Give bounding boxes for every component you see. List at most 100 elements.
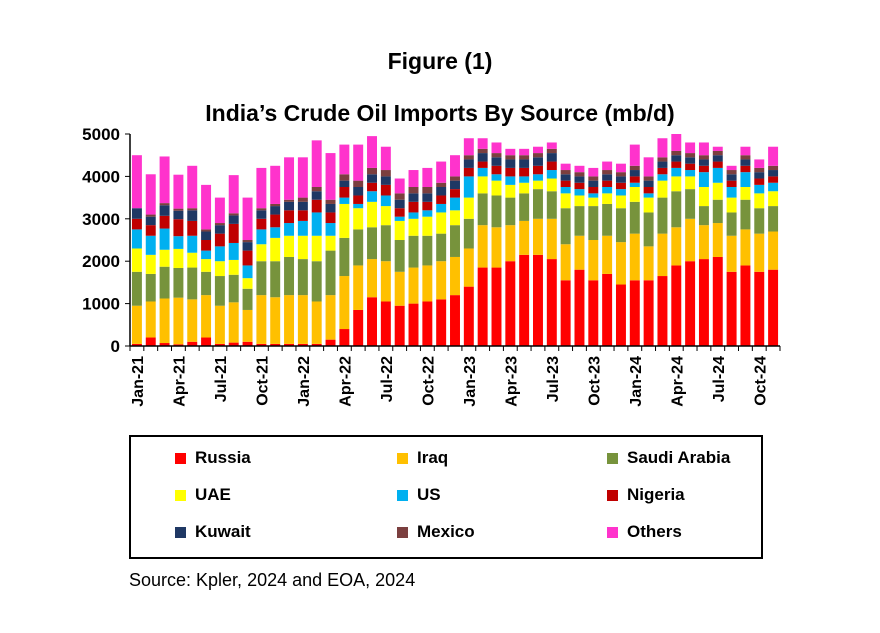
bar-segment — [533, 153, 543, 158]
bar-segment — [422, 201, 433, 211]
bar-segment — [159, 228, 170, 250]
bar-segment — [685, 261, 696, 346]
bar-segment — [519, 193, 530, 221]
bar-segment — [533, 254, 543, 346]
bar-segment — [394, 178, 405, 194]
bar-segment — [768, 269, 779, 346]
bar-segment — [270, 206, 281, 215]
bar-segment — [408, 267, 419, 304]
bar-segment — [574, 235, 585, 270]
bar-segment — [159, 266, 170, 299]
bar-segment — [284, 157, 295, 200]
bar-segment — [339, 237, 350, 277]
legend-swatch — [175, 489, 186, 501]
bar-segment — [450, 225, 460, 257]
bar-segment — [131, 271, 142, 306]
bar-segment — [629, 233, 640, 281]
bar-segment — [477, 148, 488, 154]
bar-segment — [242, 288, 253, 310]
bar-segment — [671, 167, 682, 177]
legend-label: Mexico — [417, 522, 475, 541]
bar-segment — [574, 172, 585, 177]
bar-segment — [131, 155, 142, 209]
bar-segment — [768, 182, 779, 192]
x-tick-label: Jan-24 — [628, 356, 645, 407]
bar-segment — [394, 193, 405, 200]
bar-segment — [228, 215, 239, 224]
x-tick-label: Oct-23 — [586, 356, 603, 406]
bar-segment — [643, 157, 654, 177]
bar-segment — [325, 199, 336, 204]
bar-segment — [408, 218, 419, 236]
bar-segment — [353, 208, 364, 230]
bar-segment — [311, 140, 322, 187]
x-tick-label: Apr-23 — [503, 356, 520, 407]
bar-segment — [339, 329, 350, 346]
bar-segment — [173, 267, 184, 298]
bar-segment — [408, 201, 419, 213]
bar-segment — [145, 225, 156, 236]
legend-swatch — [397, 526, 408, 538]
bar-segment — [311, 212, 322, 236]
bar-segment — [685, 189, 696, 219]
bar-segment — [284, 256, 295, 296]
bar-segment — [588, 240, 599, 281]
chart-legend: Russia Iraq Saudi Arabia UAE US Nigeria … — [129, 435, 763, 559]
bar-segment — [698, 155, 709, 160]
bar-segment — [380, 170, 391, 177]
bar-segment — [297, 220, 308, 236]
bar-segment — [657, 174, 668, 181]
bar-segment — [145, 214, 156, 217]
bar-segment — [602, 161, 613, 171]
bar-segment — [256, 343, 267, 346]
bar-segment — [214, 246, 225, 262]
bar-segment — [768, 231, 779, 270]
bar-segment — [159, 343, 170, 346]
bar-segment — [671, 161, 682, 168]
bar-segment — [325, 250, 336, 296]
bar-segment — [228, 223, 239, 243]
bar-segment — [726, 174, 737, 181]
bar-segment — [173, 248, 184, 268]
bar-segment — [491, 267, 502, 346]
bar-segment — [560, 163, 571, 171]
bar-segment — [353, 180, 364, 187]
bar-segment — [256, 208, 267, 211]
bar-segment — [615, 195, 626, 209]
bar-segment — [131, 305, 142, 344]
bar-segment — [201, 184, 212, 230]
bar-segment — [311, 301, 322, 344]
bar-segment — [754, 159, 765, 168]
bar-segment — [422, 210, 433, 217]
bar-segment — [698, 159, 709, 166]
bar-segment — [505, 148, 516, 156]
bar-segment — [367, 136, 377, 168]
bar-segment — [325, 212, 336, 224]
bar-segment — [131, 208, 142, 219]
bar-segment — [353, 203, 364, 209]
bar-segment — [187, 341, 198, 346]
bar-segment — [131, 218, 142, 230]
bar-segment — [588, 180, 599, 187]
bar-segment — [740, 199, 751, 230]
bar-segment — [297, 157, 308, 198]
bar-segment — [436, 212, 447, 234]
bar-segment — [657, 180, 668, 198]
bar-segment — [574, 195, 585, 207]
legend-label: Iraq — [417, 448, 449, 467]
legend-item-mexico: Mexico — [397, 522, 475, 542]
legend-swatch — [607, 526, 618, 538]
bar-segment — [477, 161, 488, 168]
bar-segment — [754, 271, 765, 346]
bar-segment — [242, 309, 253, 342]
legend-item-saudi-arabia: Saudi Arabia — [607, 448, 730, 468]
legend-label: Saudi Arabia — [627, 448, 731, 467]
bar-segment — [615, 189, 626, 196]
bar-segment — [311, 235, 322, 262]
bar-segment — [380, 184, 391, 196]
bar-segment — [574, 176, 585, 183]
bar-segment — [367, 259, 377, 298]
bar-segment — [339, 276, 350, 330]
bar-segment — [574, 206, 585, 236]
x-tick-label: Apr-22 — [337, 356, 354, 407]
